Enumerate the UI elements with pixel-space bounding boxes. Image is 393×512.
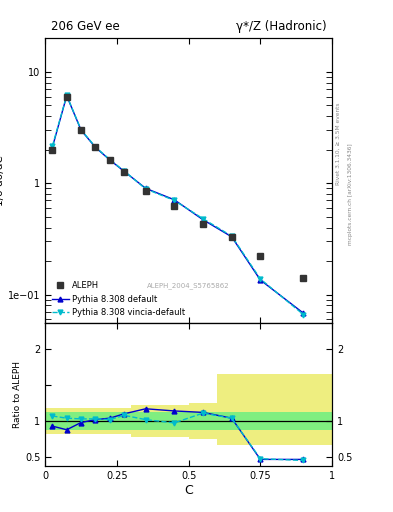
Text: ALEPH_2004_S5765862: ALEPH_2004_S5765862 <box>147 283 230 289</box>
X-axis label: C: C <box>184 483 193 497</box>
Text: Rivet 3.1.10, ≥ 3.5M events: Rivet 3.1.10, ≥ 3.5M events <box>336 102 341 185</box>
Text: 206 GeV ee: 206 GeV ee <box>51 19 120 33</box>
Y-axis label: Ratio to ALEPH: Ratio to ALEPH <box>13 361 22 428</box>
Text: γ*/Z (Hadronic): γ*/Z (Hadronic) <box>236 19 326 33</box>
Text: mcplots.cern.ch [arXiv:1306.3436]: mcplots.cern.ch [arXiv:1306.3436] <box>348 144 353 245</box>
Y-axis label: 1/σ dσ/dC: 1/σ dσ/dC <box>0 156 5 206</box>
Legend: ALEPH, Pythia 8.308 default, Pythia 8.308 vincia-default: ALEPH, Pythia 8.308 default, Pythia 8.30… <box>50 279 187 319</box>
